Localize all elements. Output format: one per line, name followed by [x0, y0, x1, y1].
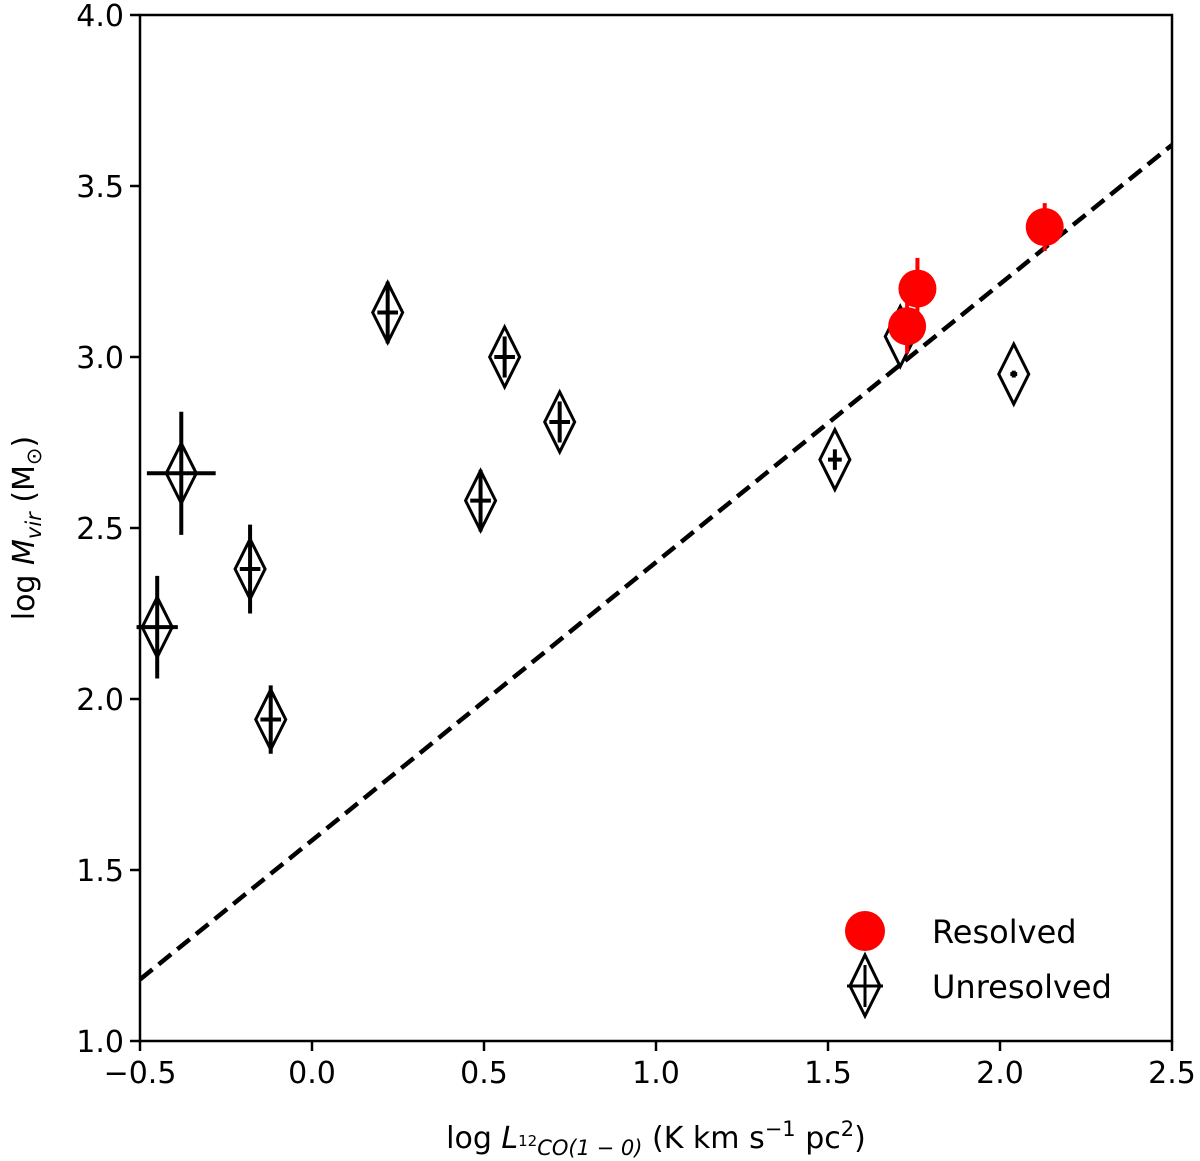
x-tick-label: 0.5 [460, 1056, 508, 1091]
y-tick-label: 3.5 [76, 170, 124, 205]
unresolved-point [254, 685, 288, 754]
x-tick-label: 2.0 [976, 1056, 1024, 1091]
unresolved-point [233, 524, 267, 614]
legend-resolved-marker [845, 911, 885, 951]
y-tick-label: 4.0 [76, 0, 124, 34]
unresolved-point [818, 426, 852, 493]
x-axis-label: log L12CO(1 − 0) (K km s−1 pc2) [446, 1117, 866, 1160]
plot-frame [138, 13, 1174, 1043]
resolved-point [898, 257, 937, 320]
y-axis-label: log Mvir (M⊙) [7, 436, 46, 621]
unresolved-point [463, 467, 498, 534]
y-tick-label: 3.0 [76, 341, 124, 376]
x-tick-label: 1.5 [804, 1056, 852, 1091]
legend-unresolved-label: Unresolved [932, 968, 1112, 1006]
unresolved-point [997, 340, 1031, 408]
fit-line [140, 143, 1172, 982]
y-tick-label: 1.5 [76, 854, 124, 889]
unresolved-point [371, 279, 405, 346]
legend-resolved-label: Resolved [932, 913, 1077, 951]
y-tick-label: 2.0 [76, 683, 124, 718]
resolved-point [1025, 203, 1064, 251]
y-tick-label: 1.0 [76, 1025, 124, 1060]
unresolved-point [543, 388, 577, 456]
x-tick-label: 2.5 [1148, 1056, 1196, 1091]
x-tick-label: 0.0 [288, 1056, 336, 1091]
y-tick-label: 2.5 [76, 512, 124, 547]
x-tick-label: 1.0 [632, 1056, 680, 1091]
unresolved-point [146, 411, 216, 535]
legend-unresolved-marker [847, 951, 883, 1020]
legend: Resolved Unresolved [845, 911, 1112, 1020]
unresolved-point [136, 575, 178, 679]
x-tick-label: −0.5 [104, 1056, 177, 1091]
unresolved-point [487, 323, 522, 391]
